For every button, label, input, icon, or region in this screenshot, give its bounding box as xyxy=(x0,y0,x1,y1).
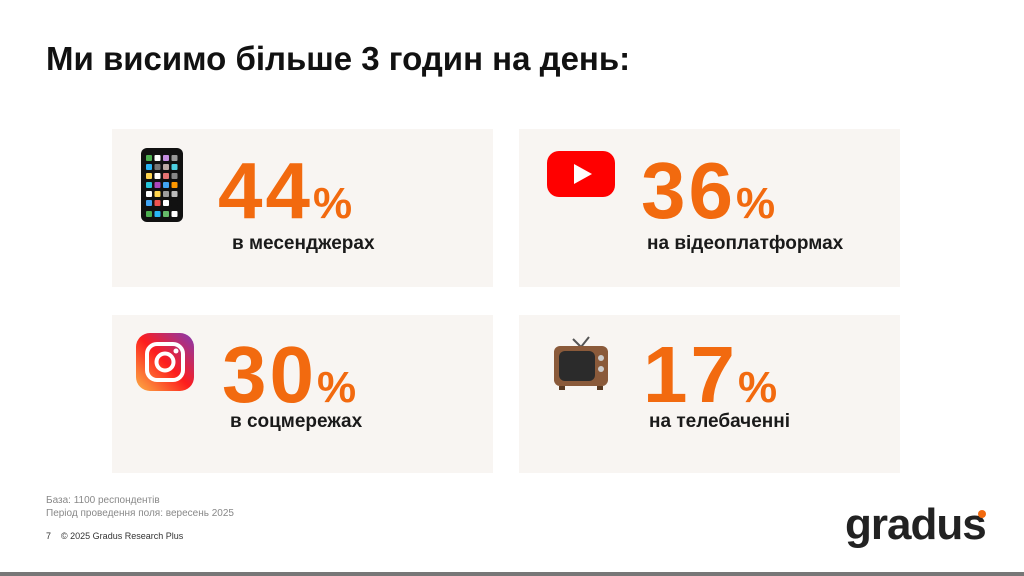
stat-label: в соцмережах xyxy=(230,411,363,432)
stat-card-video: 36% на відеоплатформах xyxy=(519,129,900,287)
stat-label: на телебаченні xyxy=(649,411,790,432)
stat-value: 30 xyxy=(222,330,317,419)
stat-unit: % xyxy=(737,363,778,412)
stat-label: на відеоплатформах xyxy=(647,233,844,254)
gradus-logo: gradus xyxy=(845,500,987,549)
television-icon xyxy=(554,336,608,390)
instagram-icon xyxy=(136,333,194,391)
page-title: Ми висимо більше 3 годин на день: xyxy=(46,40,631,77)
stat-unit: % xyxy=(316,363,357,412)
stat-value: 17 xyxy=(643,330,738,419)
stat-unit: % xyxy=(312,179,353,228)
stat-card-social: 30% в соцмережах xyxy=(112,315,493,473)
smartphone-icon xyxy=(141,148,183,222)
sample-base-note: База: 1100 респондентів xyxy=(46,495,160,506)
page-number: 7 xyxy=(46,531,52,541)
stat-value: 44 xyxy=(218,146,313,235)
stat-card-messengers: 44% в месенджерах xyxy=(112,129,493,287)
stat-value: 36 xyxy=(641,146,736,235)
stat-unit: % xyxy=(735,179,776,228)
logo-dot xyxy=(978,510,986,518)
stat-label: в месенджерах xyxy=(232,233,375,254)
youtube-icon xyxy=(547,151,615,197)
footer-line: 7 © 2025 Gradus Research Plus xyxy=(46,531,183,541)
stat-card-tv: 17% на телебаченні xyxy=(519,315,900,473)
bottom-divider xyxy=(0,572,1024,576)
copyright: © 2025 Gradus Research Plus xyxy=(61,531,184,541)
fieldwork-period-note: Період проведення поля: вересень 2025 xyxy=(46,508,234,519)
